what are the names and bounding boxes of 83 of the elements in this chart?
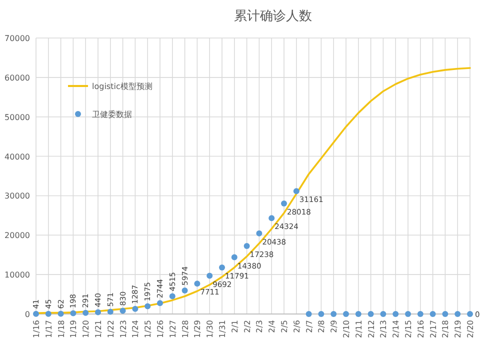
point (256, 230, 262, 236)
point (231, 254, 238, 260)
point (368, 311, 374, 317)
point (442, 311, 448, 317)
x-tick-label: 2/13 (379, 320, 388, 338)
point (454, 311, 461, 317)
point (132, 306, 138, 312)
point (82, 310, 89, 316)
x-tick-label: 1/17 (44, 320, 54, 338)
x-tick-label: 2/3 (255, 320, 264, 333)
point (144, 303, 151, 310)
x-tick-label: 2/15 (404, 320, 413, 338)
x-tick-label: 1/30 (206, 320, 215, 338)
point (281, 200, 287, 207)
point (45, 310, 52, 317)
point (318, 311, 324, 317)
x-tick-label: 2/19 (454, 320, 463, 338)
point (70, 310, 76, 316)
point (120, 308, 126, 314)
x-tick-label: 2/17 (428, 320, 438, 338)
legend-label: 卫健委数据 (92, 110, 132, 119)
x-tick-label: 2/11 (354, 320, 364, 338)
x-tick-label: 1/18 (56, 320, 66, 338)
point (182, 287, 188, 294)
point (33, 310, 39, 317)
x-tick-label: 2/12 (366, 320, 376, 338)
x-tick-label: 1/22 (106, 320, 116, 338)
x-tick-label: 2/20 (466, 320, 475, 338)
y-tick-label: 10000 (4, 270, 30, 280)
x-tick-label: 1/21 (94, 320, 103, 338)
point (107, 308, 114, 315)
x-tick-label: 1/25 (144, 320, 153, 338)
point (157, 300, 163, 306)
point (169, 293, 176, 300)
x-tick-label: 1/19 (69, 320, 78, 338)
y-tick-label: 30000 (4, 192, 30, 201)
x-tick-label: 2/1 (230, 320, 240, 333)
y-tick-label: 60000 (4, 73, 30, 82)
point (430, 311, 436, 317)
x-tick-label: 2/14 (392, 320, 401, 338)
point (380, 311, 386, 317)
point (219, 264, 225, 271)
x-tick-label: 1/16 (32, 320, 41, 338)
x-tick-label: 2/18 (441, 320, 450, 338)
y-tick-label: 70000 (4, 34, 30, 43)
x-tick-label: 1/27 (168, 320, 178, 338)
point (95, 309, 101, 316)
point (330, 311, 337, 317)
y-tick-label: 20000 (4, 231, 30, 240)
point (355, 311, 362, 317)
x-tick-label: 2/8 (317, 320, 326, 333)
x-tick-label: 1/24 (131, 320, 140, 338)
y-tick-label: 50000 (4, 112, 30, 122)
point (58, 310, 64, 317)
x-tick-label: 2/9 (330, 320, 339, 333)
point (392, 311, 399, 317)
point (343, 311, 349, 317)
x-tick-label: 2/5 (280, 320, 289, 333)
point (194, 280, 200, 287)
x-tick-label: 2/6 (292, 320, 302, 333)
x-tick-label: 2/4 (268, 320, 277, 333)
x-tick-label: 2/10 (342, 320, 351, 338)
point (206, 272, 213, 279)
y-tick-label: 0 (24, 310, 30, 319)
chart-title: 累计确诊人数 (234, 9, 312, 24)
x-tick-label: 2/7 (304, 320, 314, 333)
x-tick-label: 2/16 (416, 320, 426, 338)
x-tick-label: 1/23 (118, 320, 128, 338)
point (467, 311, 473, 317)
x-tick-label: 1/31 (218, 320, 227, 338)
point (417, 311, 424, 317)
x-tick-label: 1/26 (156, 320, 165, 338)
x-tick-label: 1/29 (193, 320, 202, 338)
point (244, 243, 250, 250)
y-tick-label: 40000 (4, 152, 30, 162)
point (405, 311, 411, 317)
point (306, 311, 312, 317)
point (268, 215, 275, 222)
point (293, 188, 300, 194)
legend-label: logistic模型预测 (92, 82, 152, 91)
x-tick-label: 1/28 (180, 320, 190, 338)
x-tick-label: 1/20 (82, 320, 91, 338)
x-tick-label: 2/2 (242, 320, 252, 333)
